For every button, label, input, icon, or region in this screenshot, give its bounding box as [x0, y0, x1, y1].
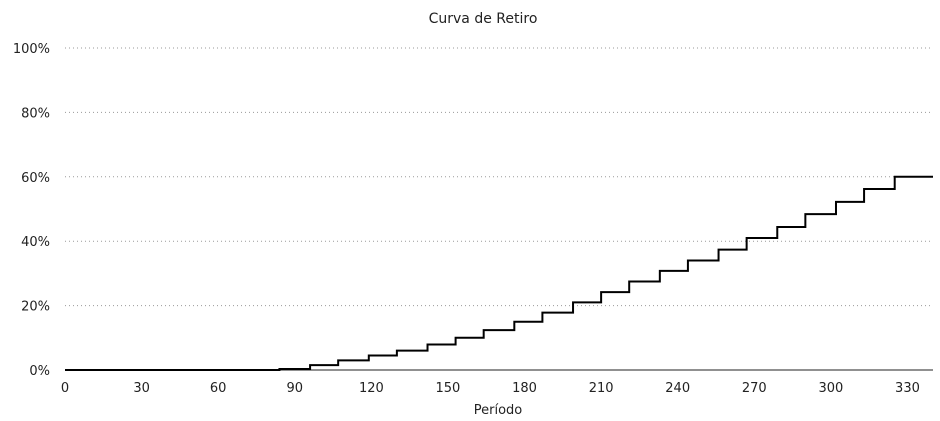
x-tick-label: 240	[665, 381, 690, 396]
y-tick-label: 0%	[29, 364, 50, 379]
x-tick-label: 120	[359, 381, 384, 396]
y-tick-label: 20%	[21, 300, 50, 315]
x-tick-label: 210	[589, 381, 614, 396]
x-tick-label: 300	[818, 381, 843, 396]
x-tick-label: 90	[286, 381, 303, 396]
grid	[65, 47, 933, 307]
x-axis-ticks: 0 30 60 90 120 150 180 210 240 270 300 330	[61, 381, 920, 396]
y-tick-label: 80%	[21, 106, 50, 121]
series-line	[65, 175, 933, 371]
y-axis-ticks: 0% 20% 40% 60% 80% 100%	[13, 42, 50, 379]
x-tick-label: 150	[436, 381, 461, 396]
x-tick-label: 330	[895, 381, 920, 396]
x-tick-label: 270	[742, 381, 767, 396]
y-tick-label: 40%	[21, 235, 50, 250]
x-tick-label: 180	[512, 381, 537, 396]
x-tick-label: 0	[61, 381, 69, 396]
y-tick-label: 60%	[21, 171, 50, 186]
x-tick-label: 60	[210, 381, 227, 396]
x-axis-label: Período	[474, 403, 523, 418]
y-tick-label: 100%	[13, 42, 50, 57]
chart-title: Curva de Retiro	[429, 11, 538, 27]
x-tick-label: 30	[133, 381, 150, 396]
